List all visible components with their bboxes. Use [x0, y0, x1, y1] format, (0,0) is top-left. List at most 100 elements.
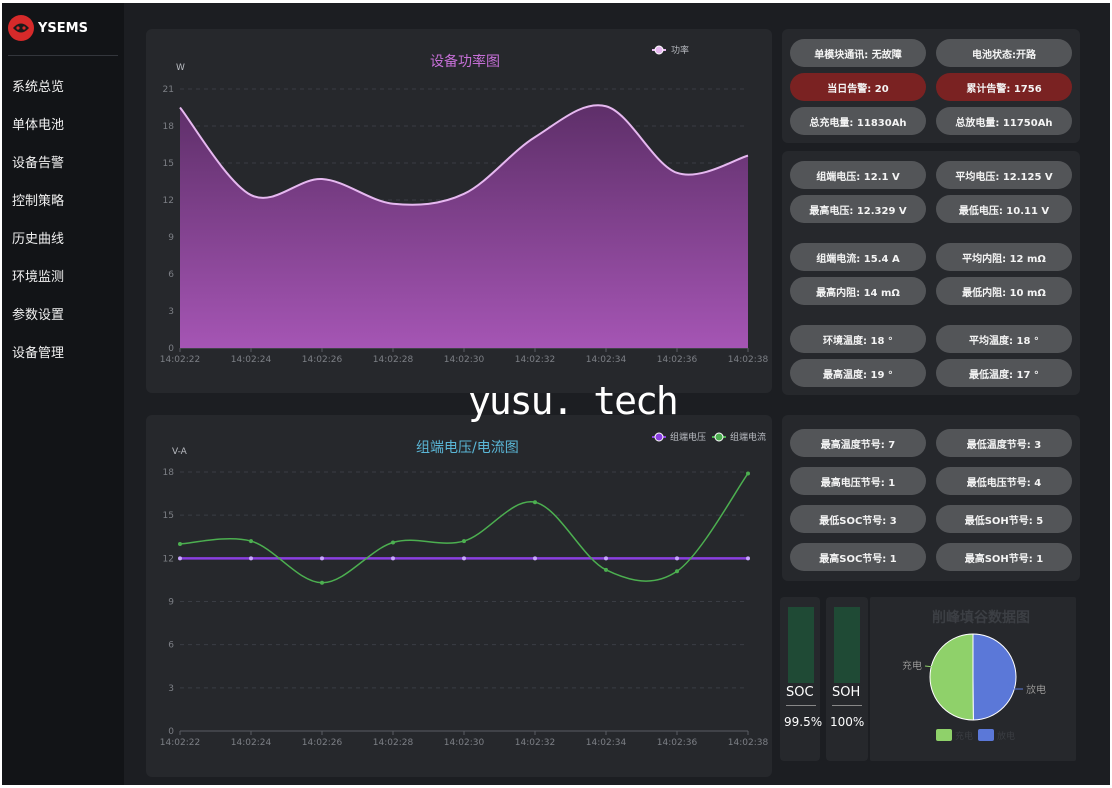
soh-label: SOH [832, 685, 861, 700]
voltage-data-point [249, 556, 253, 561]
current-data-point [320, 580, 324, 585]
power-x-tick-label: 14:02:36 [657, 355, 698, 365]
min-temp-node-pill: 最低温度节号: 3 [936, 429, 1072, 457]
max-volt-node-pill: 最高电压节号: 1 [790, 467, 926, 495]
watermark-text: yusu. tech [468, 379, 679, 423]
vc-y-tick-label: 18 [163, 468, 175, 478]
vc-y-tick-label: 12 [163, 554, 174, 564]
comm-status-pill: 单模块通讯: 无故障 [790, 39, 926, 67]
vc-x-tick-label: 14:02:32 [515, 738, 555, 748]
soh-level-bar [834, 607, 860, 683]
sidebar-divider [8, 55, 118, 56]
logo-icon [8, 15, 34, 41]
vc-y-tick-label: 9 [168, 598, 174, 608]
voltage-current-chart: V-A 0 3 6 9 12 15 18 14:02:22 14:02:24 14:02:26 14… [160, 431, 769, 748]
pie-slice-discharge [972, 633, 1017, 721]
pie-legend-discharge: 放电 [997, 730, 1015, 742]
voltage-data-point [320, 556, 324, 561]
min-soc-node-pill: 最低SOC节号: 3 [790, 505, 926, 533]
min-volt-node-pill: 最低电压节号: 4 [936, 467, 1072, 495]
current-data-point [249, 539, 253, 544]
vc-x-tick-label: 14:02:30 [444, 738, 485, 748]
vc-y-tick-label: 6 [168, 641, 174, 651]
power-y-tick-label: 3 [168, 307, 174, 317]
measurement-panel: 组端电压: 12.1 V 平均电压: 12.125 V 最高电压: 12.329… [782, 151, 1080, 395]
sidebar-item-device-alarm[interactable]: 设备告警 [12, 156, 65, 171]
current-data-point [533, 500, 537, 505]
vc-x-tick-label: 14:02:24 [231, 738, 272, 748]
vc-y-tick-label: 3 [168, 684, 174, 694]
total-charge-pill: 总充电量: 11830Ah [790, 107, 926, 135]
max-temp-pill: 最高温度: 19 ° [790, 359, 926, 387]
pie-slice-charge [929, 633, 974, 721]
current-data-point [675, 569, 679, 574]
vc-legend-current: 组端电流 [730, 431, 766, 443]
vc-x-tick-label: 14:02:28 [373, 738, 414, 748]
soh-gauge: SOH 100% [826, 597, 868, 761]
power-y-tick-label: 18 [163, 122, 175, 132]
current-data-point [178, 541, 182, 546]
power-x-tick-label: 14:02:22 [160, 355, 200, 365]
sidebar-item-parameters[interactable]: 参数设置 [12, 308, 65, 323]
avg-voltage-pill: 平均电压: 12.125 V [936, 161, 1072, 189]
pie-legend-charge-swatch [936, 729, 952, 741]
sidebar-item-cell-battery[interactable]: 单体电池 [12, 118, 65, 133]
power-x-tick-label: 14:02:28 [373, 355, 414, 365]
vc-x-tick-label: 14:02:34 [586, 738, 627, 748]
power-legend-label: 功率 [671, 44, 689, 56]
node-panel: 最高温度节号: 7 最低温度节号: 3 最高电压节号: 1 最低电压节号: 4 … [782, 415, 1080, 581]
voltage-data-point [533, 556, 537, 561]
sidebar-item-control-strategy[interactable]: 控制策略 [12, 194, 65, 209]
vc-legend[interactable]: 组端电压 组端电流 [652, 431, 766, 443]
power-y-tick-label: 6 [168, 270, 174, 280]
vc-x-tick-label: 14:02:38 [728, 738, 769, 748]
max-resistance-pill: 最高内阻: 14 mΩ [790, 277, 926, 305]
total-alarm-pill[interactable]: 累计告警: 1756 [936, 73, 1072, 101]
power-x-tick-label: 14:02:26 [302, 355, 343, 365]
voltage-data-point [746, 556, 750, 561]
soc-level-bar [788, 607, 814, 683]
vc-y-unit: V-A [172, 447, 188, 457]
soh-divider [832, 705, 862, 706]
power-chart: W 0 3 6 9 12 15 18 21 14:02:22 14:02:24 14:02:26 14… [160, 44, 769, 365]
power-series-line [179, 104, 749, 206]
max-soc-node-pill: 最高SOC节号: 1 [790, 543, 926, 571]
vc-y-tick-label: 0 [168, 727, 174, 737]
sidebar-item-device-management[interactable]: 设备管理 [12, 346, 65, 361]
voltage-data-point [675, 556, 679, 561]
logo[interactable]: YSEMS [8, 15, 88, 41]
peak-shaving-panel: 削峰填谷数据图 充电 放电 充电 放电 [870, 597, 1076, 761]
power-chart-title: 设备功率图 [430, 54, 500, 70]
avg-temp-pill: 平均温度: 18 ° [936, 325, 1072, 353]
soc-gauge: SOC 99.5% [780, 597, 822, 761]
battery-state-pill: 电池状态:开路 [936, 39, 1072, 67]
max-soh-node-pill: 最高SOH节号: 1 [936, 543, 1072, 571]
app-window: YSEMS 系统总览 单体电池 设备告警 控制策略 历史曲线 环境监测 参数设置… [2, 3, 1110, 785]
soh-value: 100% [830, 715, 865, 729]
power-chart-panel: 设备功率图 W 0 3 6 9 12 15 18 21 14:02:22 14:02:24 14:0… [146, 29, 772, 393]
power-x-tick-label: 14:02:32 [515, 355, 555, 365]
today-alarm-pill[interactable]: 当日告警: 20 [790, 73, 926, 101]
current-data-point [604, 567, 608, 572]
current-data-point [746, 471, 750, 476]
power-legend[interactable]: 功率 [652, 44, 689, 56]
power-x-tick-label: 14:02:34 [586, 355, 627, 365]
voltage-data-point [462, 556, 466, 561]
power-x-tick-label: 14:02:24 [231, 355, 272, 365]
pie-legend-charge: 充电 [955, 730, 973, 742]
power-x-tick-label: 14:02:38 [728, 355, 769, 365]
sidebar-item-history-curve[interactable]: 历史曲线 [12, 232, 65, 247]
min-temp-pill: 最低温度: 17 ° [936, 359, 1072, 387]
vc-y-tick-label: 15 [163, 511, 174, 521]
logo-text: YSEMS [38, 20, 88, 36]
vc-x-tick-label: 14:02:36 [657, 738, 698, 748]
power-y-tick-label: 21 [163, 85, 174, 95]
current-series-line [179, 472, 749, 584]
pie-label-charge: 充电 [902, 659, 922, 672]
power-y-tick-label: 12 [163, 196, 174, 206]
env-temp-pill: 环境温度: 18 ° [790, 325, 926, 353]
soc-divider [786, 705, 816, 706]
sidebar-item-overview[interactable]: 系统总览 [12, 80, 65, 95]
power-y-tick-label: 0 [168, 344, 174, 354]
sidebar-item-environment[interactable]: 环境监测 [12, 270, 65, 285]
